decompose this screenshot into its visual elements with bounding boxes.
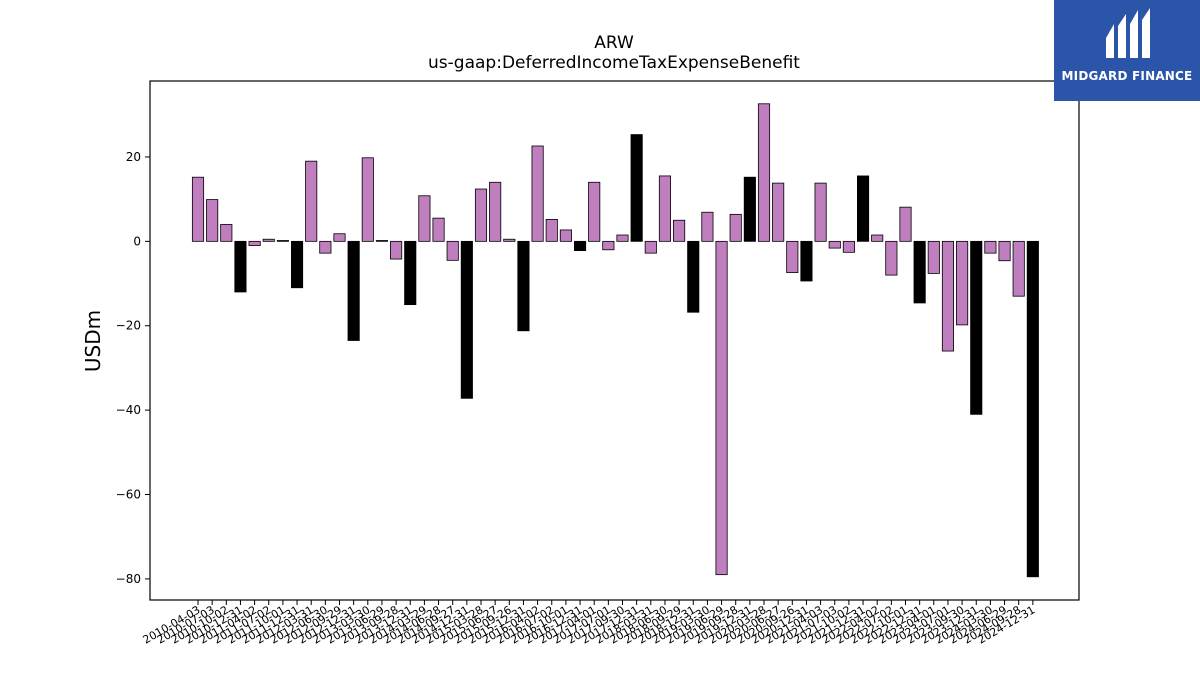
bar-2018-09-29 bbox=[673, 219, 686, 242]
bar-2018-06-30 bbox=[658, 175, 671, 242]
bar-2021-12-31 bbox=[857, 175, 870, 242]
bar-2013-09-28 bbox=[390, 240, 403, 260]
bar-2020-12-31 bbox=[800, 240, 813, 282]
bar-2021-07-03 bbox=[828, 240, 841, 249]
bar-2019-12-31 bbox=[743, 176, 756, 242]
bar-2016-04-02 bbox=[531, 145, 544, 242]
bar-2013-12-31 bbox=[404, 240, 417, 306]
y-axis: −80 −60 −40 −20 0 20 bbox=[116, 150, 150, 586]
bar-2010-12-31 bbox=[234, 240, 247, 293]
bar-2021-10-02 bbox=[842, 240, 855, 253]
bar-2010-07-03 bbox=[206, 199, 219, 242]
bar-2011-12-31 bbox=[290, 240, 304, 289]
bar-2019-06-29 bbox=[715, 240, 728, 576]
y-tick-label: 20 bbox=[126, 150, 141, 164]
y-axis-label: USDm bbox=[81, 310, 105, 372]
bar-2020-03-28 bbox=[757, 103, 771, 242]
bar-2023-12-31 bbox=[970, 240, 983, 415]
brand-logo: MIDGARD FINANCE bbox=[1054, 0, 1200, 101]
bar-2013-06-29 bbox=[375, 240, 388, 242]
bar-2010-10-02 bbox=[220, 224, 233, 242]
x-axis: 2010-04-032010-07-032010-10-022010-12-31… bbox=[141, 600, 1037, 647]
bar-2022-07-02 bbox=[885, 240, 898, 276]
bar-2014-06-28 bbox=[432, 217, 445, 242]
bar-2016-07-02 bbox=[545, 218, 558, 242]
bar-2016-12-31 bbox=[574, 240, 587, 252]
bar-2017-12-31 bbox=[630, 134, 643, 242]
plot-frame bbox=[149, 80, 1080, 601]
brand-name: MIDGARD FINANCE bbox=[1061, 69, 1193, 83]
bar-2022-04-02 bbox=[871, 234, 884, 242]
bar-2024-09-28 bbox=[1012, 240, 1025, 297]
bar-2020-09-26 bbox=[786, 240, 799, 273]
bar-2010-04-03 bbox=[191, 176, 205, 242]
bar-2019-03-30 bbox=[701, 211, 714, 242]
bar-2014-03-29 bbox=[418, 195, 431, 242]
bars-group bbox=[191, 103, 1039, 578]
bar-2011-10-01 bbox=[276, 240, 289, 242]
bar-2014-09-27 bbox=[446, 240, 459, 261]
bar-2023-09-30 bbox=[956, 240, 969, 326]
bar-2015-03-28 bbox=[474, 188, 488, 242]
bar-2016-10-01 bbox=[559, 229, 572, 242]
midgard-logo-icon bbox=[1106, 8, 1150, 58]
y-tick-label: 0 bbox=[133, 234, 141, 248]
bar-2015-09-26 bbox=[503, 238, 516, 242]
bar-2015-06-27 bbox=[489, 181, 502, 242]
bar-2022-12-31 bbox=[913, 240, 926, 304]
bar-2018-03-31 bbox=[644, 240, 657, 254]
bar-2022-10-01 bbox=[899, 206, 912, 242]
y-tick-label: −20 bbox=[116, 319, 141, 333]
bar-2024-12-31 bbox=[1026, 240, 1039, 578]
chart-title: ARW bbox=[594, 33, 634, 53]
bar-2012-09-29 bbox=[333, 233, 346, 242]
y-tick-label: −40 bbox=[116, 403, 141, 417]
bar-2017-07-01 bbox=[602, 240, 615, 251]
bar-2019-09-28 bbox=[729, 213, 742, 242]
bar-2015-12-31 bbox=[517, 240, 530, 332]
bar-2012-06-30 bbox=[319, 240, 332, 254]
bar-2013-03-30 bbox=[361, 157, 374, 242]
bar-2011-04-02 bbox=[248, 240, 261, 246]
bar-2023-04-01 bbox=[927, 240, 940, 274]
bar-2014-12-31 bbox=[460, 240, 473, 399]
bar-2011-07-02 bbox=[262, 238, 275, 242]
bar-2024-06-29 bbox=[998, 240, 1011, 262]
bar-2021-04-03 bbox=[814, 182, 827, 242]
bar-2017-04-01 bbox=[588, 181, 601, 242]
chart-subtitle: us-gaap:DeferredIncomeTaxExpenseBenefit bbox=[428, 53, 800, 73]
bar-2020-06-27 bbox=[772, 182, 785, 242]
bar-2024-03-30 bbox=[984, 240, 997, 254]
bar-2012-03-31 bbox=[305, 160, 318, 242]
y-tick-label: −60 bbox=[116, 488, 141, 502]
bar-2017-09-30 bbox=[616, 234, 629, 242]
y-tick-label: −80 bbox=[116, 572, 141, 586]
bar-2023-07-01 bbox=[941, 240, 954, 352]
bar-2018-12-31 bbox=[687, 240, 700, 313]
bar-2012-12-31 bbox=[347, 240, 360, 341]
